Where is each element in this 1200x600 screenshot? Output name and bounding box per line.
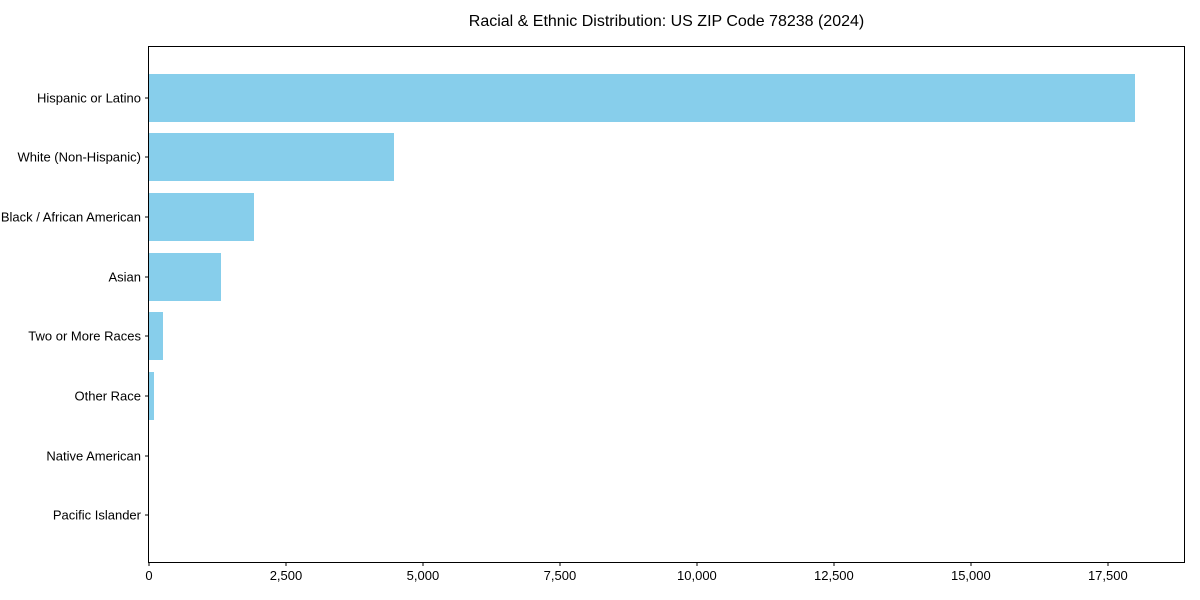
bar-hispanic-or-latino xyxy=(149,73,1135,122)
bar-black-african-american xyxy=(149,193,254,242)
bar-two-or-more-races xyxy=(149,312,164,361)
y-axis-tick-mark xyxy=(145,514,149,516)
y-axis-label-asian: Asian xyxy=(108,269,141,285)
y-axis-label-native-american: Native American xyxy=(46,448,141,464)
x-axis-tick-label: 7,500 xyxy=(543,568,577,583)
x-axis-tick-mark xyxy=(148,562,150,566)
bar-row-black-african-american: Black / African American xyxy=(1,187,1184,247)
plot-area: Hispanic or Latino White (Non-Hispanic) Bl… xyxy=(1,46,1185,583)
x-axis-tick-label: 10,000 xyxy=(677,568,717,583)
bar-asian xyxy=(149,252,221,301)
bar-white-non-hispanic xyxy=(149,133,394,182)
bar-other-race xyxy=(149,371,154,420)
bar-rows-container: Hispanic or Latino White (Non-Hispanic) Bl… xyxy=(1,47,1184,562)
x-axis-tick-label: 17,500 xyxy=(1087,568,1128,583)
y-axis-tick-mark xyxy=(145,156,149,158)
bar-row-white-non-hispanic: White (Non-Hispanic) xyxy=(17,128,1184,188)
y-axis-tick-mark xyxy=(145,276,149,278)
y-axis-tick-mark xyxy=(145,455,149,457)
y-axis-label-two-or-more-races: Two or More Races xyxy=(28,328,141,344)
x-axis-tick-label: 0 xyxy=(145,568,153,583)
x-axis-tick-label: 12,500 xyxy=(813,568,854,583)
x-axis-tick-mark xyxy=(559,562,561,566)
bar-row-pacific-islander: Pacific Islander xyxy=(53,485,1184,545)
y-axis-label-hispanic-or-latino: Hispanic or Latino xyxy=(36,90,141,106)
x-axis-tick-label: 15,000 xyxy=(950,568,991,583)
bar-row-native-american: Native American xyxy=(46,426,1184,486)
y-axis-label-white-non-hispanic: White (Non-Hispanic) xyxy=(17,149,141,165)
x-axis-tick-mark xyxy=(833,562,835,566)
x-axis-tick-label: 5,000 xyxy=(406,568,440,583)
x-axis-tick-mark xyxy=(696,562,698,566)
y-axis-tick-mark xyxy=(145,395,149,397)
x-axis: 0 2,500 5,000 7,500 10,000 12,500 15,000 17,500 xyxy=(145,47,1184,583)
x-axis-tick-mark xyxy=(970,562,972,566)
bar-row-hispanic-or-latino: Hispanic or Latino xyxy=(37,68,1184,128)
y-axis-tick-mark xyxy=(145,335,149,337)
y-axis-label-other-race: Other Race xyxy=(74,388,141,404)
x-axis-tick-label: 2,500 xyxy=(269,568,303,583)
bar-row-two-or-more-races: Two or More Races xyxy=(28,307,1184,367)
y-axis-label-black-african-american: Black / African American xyxy=(0,209,141,225)
y-axis-tick-mark xyxy=(145,97,149,99)
bar-row-other-race: Other Race xyxy=(75,366,1184,426)
x-axis-tick-mark xyxy=(285,562,287,566)
bar-row-asian: Asian xyxy=(108,247,1184,307)
chart-title: Racial & Ethnic Distribution: US ZIP Cod… xyxy=(468,13,865,30)
x-axis-tick-mark xyxy=(1107,562,1109,566)
y-axis-label-pacific-islander: Pacific Islander xyxy=(52,507,141,523)
x-axis-tick-mark xyxy=(422,562,424,566)
y-axis-tick-mark xyxy=(145,216,149,218)
